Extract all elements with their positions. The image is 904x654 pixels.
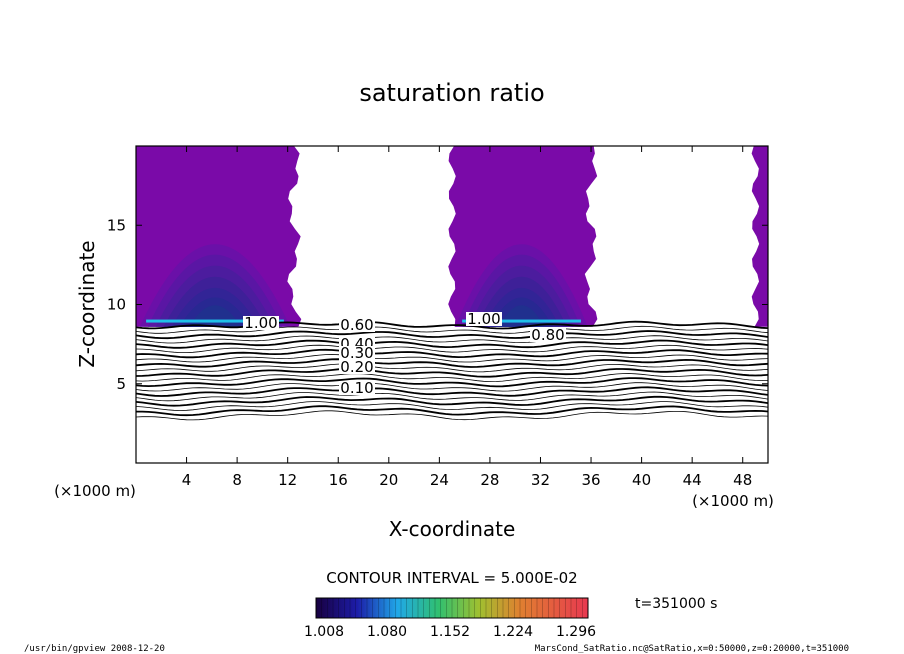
contour-line xyxy=(136,373,768,383)
contour-line xyxy=(136,354,768,363)
contour-line xyxy=(136,363,768,373)
contour-label-bg xyxy=(339,318,375,332)
contour-label-bg xyxy=(466,312,502,326)
colorbar-tick-label: 1.224 xyxy=(493,624,533,640)
chart-title: saturation ratio xyxy=(359,79,544,107)
y-axis-label: Z-coordinate xyxy=(75,240,99,367)
contour-line xyxy=(136,382,768,392)
colorbar-stripes xyxy=(315,598,589,618)
x-tick-label: 48 xyxy=(733,471,752,489)
contour-line xyxy=(136,391,768,402)
x-tick-label: 8 xyxy=(232,471,242,489)
contour-label-bg xyxy=(339,381,375,395)
x-tick-label: 32 xyxy=(531,471,550,489)
contour-interval-label: CONTOUR INTERVAL = 5.000E-02 xyxy=(326,569,577,587)
saturation-peak-band xyxy=(462,319,581,323)
x-tick-label: 44 xyxy=(683,471,702,489)
x-tick-label: 16 xyxy=(329,471,348,489)
contour-line xyxy=(136,344,768,353)
colorbar-tick-label: 1.080 xyxy=(367,624,407,640)
contour-labels: 1.000.800.600.400.300.200.101.00 xyxy=(243,310,566,397)
x-axis-label: X-coordinate xyxy=(389,517,516,541)
x-tick-label: 36 xyxy=(581,471,600,489)
contour-label-bg xyxy=(243,316,279,330)
x-tick-label: 4 xyxy=(182,471,192,489)
contour-line xyxy=(136,377,768,388)
plot-area xyxy=(136,146,768,421)
contour-label-bg xyxy=(530,328,566,342)
x-tick-label: 28 xyxy=(480,471,499,489)
footer-left: /usr/bin/gpview 2008-12-20 xyxy=(24,644,165,654)
contour-line xyxy=(136,339,768,349)
contour-line xyxy=(136,386,768,397)
contour-line xyxy=(136,367,768,378)
contour-label: 1.00 xyxy=(244,314,277,332)
y-tick-label: 10 xyxy=(107,296,126,314)
saturation-peak-band xyxy=(146,319,284,323)
supersaturation-fills xyxy=(136,146,768,327)
contour-line xyxy=(136,335,768,344)
supersaturation-region xyxy=(751,146,768,327)
contour-label: 0.20 xyxy=(340,358,373,376)
x-unit-label-left: (×1000 m) xyxy=(54,482,136,500)
colorbar-tick-label: 1.152 xyxy=(430,624,470,640)
x-unit-label-right: (×1000 m) xyxy=(692,492,774,510)
contour-line xyxy=(136,320,768,330)
x-tick-label: 12 xyxy=(278,471,297,489)
contour-label-bg xyxy=(339,346,375,360)
contour-line xyxy=(136,358,768,368)
x-tick-label: 40 xyxy=(632,471,651,489)
footer-right: MarsCond_SatRatio.nc@SatRatio,x=0:50000,… xyxy=(535,644,849,654)
y-tick-label: 5 xyxy=(116,375,126,393)
contour-line xyxy=(136,410,768,421)
contour-lines xyxy=(136,320,768,421)
contour-line xyxy=(136,325,768,334)
y-axis-ticks: 5 10 15 xyxy=(107,216,768,393)
contour-line xyxy=(136,401,768,411)
y-tick-label: 15 xyxy=(107,216,126,234)
x-tick-label: 20 xyxy=(379,471,398,489)
contour-label: 0.30 xyxy=(340,344,373,362)
contour-line xyxy=(136,330,768,340)
colorbar-ticks: 1.008 1.080 1.152 1.224 1.296 xyxy=(304,624,596,640)
colorbar-tick-label: 1.008 xyxy=(304,624,344,640)
contour-label-bg xyxy=(339,360,375,374)
time-label: t=351000 s xyxy=(635,596,717,612)
x-axis-ticks: 4 8 12 16 20 24 28 32 36 40 44 48 xyxy=(182,146,752,489)
contour-label: 0.80 xyxy=(531,326,564,344)
contour-label: 0.10 xyxy=(340,379,373,397)
colorbar xyxy=(315,597,589,619)
contour-line xyxy=(136,348,768,359)
contour-line xyxy=(136,395,768,407)
contour-line xyxy=(136,405,768,417)
contour-label: 1.00 xyxy=(467,310,500,328)
contour-label: 0.60 xyxy=(340,316,373,334)
colorbar-tick-label: 1.296 xyxy=(556,624,596,640)
x-tick-label: 24 xyxy=(430,471,449,489)
